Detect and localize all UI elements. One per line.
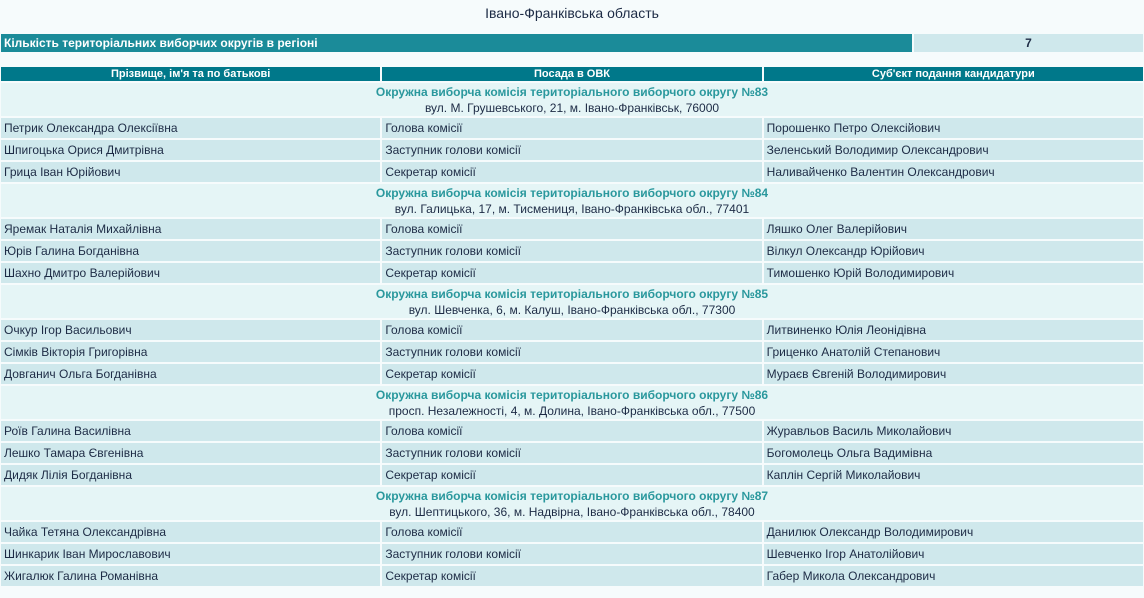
commission-title: Окружна виборча комісія територіального … [375,185,769,200]
commission-address: вул. Шевченка, 6, м. Калуш, Івано-Франкі… [408,302,736,317]
commission-title: Окружна виборча комісія територіального … [375,286,769,301]
commission-row: Окружна виборча комісія територіального … [1,285,1143,318]
table-row: Шинкарик Іван Мирославович Заступник голо… [1,544,1143,564]
table-row: Довганич Ольга Богданівна Секретар комісі… [1,364,1143,384]
member-position: Голова комісії [382,522,762,542]
member-position: Заступник голови комісії [382,443,762,463]
member-nominator: Каплін Сергій Миколайович [763,465,1143,485]
table-row: Грица Іван Юрійович Секретар комісії Налив… [1,162,1143,182]
commission-cell: Окружна виборча комісія територіального … [1,487,1143,520]
table-row: Сімків Вікторія Григорівна Заступник голо… [1,342,1143,362]
member-name: Сімків Вікторія Григорівна [1,342,381,362]
commission-address: вул. Галицька, 17, м. Тисмениця, Івано-Ф… [394,201,750,216]
commission-address: вул. М. Грушевського, 21, м. Івано-Франк… [424,100,720,115]
member-position: Заступник голови комісії [382,342,762,362]
member-nominator: Мураєв Євгеній Володимирович [763,364,1143,384]
member-name: Довганич Ольга Богданівна [1,364,381,384]
summary-row: Кількість територіальних виборчих округі… [1,34,1143,52]
table-row: Яремак Наталія Михайлівна Голова комісії Л… [1,219,1143,239]
commission-cell: Окружна виборча комісія територіального … [1,386,1143,419]
member-position: Голова комісії [382,320,762,340]
member-name: Яремак Наталія Михайлівна [1,219,381,239]
page-title: Івано-Франківська область [485,5,659,21]
member-nominator: Богомолець Ольга Вадимівна [763,443,1143,463]
member-nominator: Журавльов Василь Миколайович [763,421,1143,441]
member-name: Жигалюк Галина Романівна [1,566,381,586]
member-nominator: Порошенко Петро Олексійович [763,118,1143,138]
member-name: Дидяк Лілія Богданівна [1,465,381,485]
commission-cell: Окружна виборча комісія територіального … [1,83,1143,116]
member-nominator: Тимошенко Юрій Володимирович [763,263,1143,283]
member-position: Секретар комісії [382,566,762,586]
member-name: Чайка Тетяна Олександрівна [1,522,381,542]
commission-row: Окружна виборча комісія територіального … [1,83,1143,116]
commission-row: Окружна виборча комісія територіального … [1,386,1143,419]
summary-table: Кількість територіальних виборчих округі… [0,32,1144,54]
member-nominator: Наливайченко Валентин Олександрович [763,162,1143,182]
member-position: Заступник голови комісії [382,241,762,261]
member-position: Голова комісії [382,118,762,138]
table-row: Петрик Олександра Олексіївна Голова коміс… [1,118,1143,138]
summary-value: 7 [914,34,1143,52]
member-name: Лешко Тамара Євгенівна [1,443,381,463]
member-name: Очкур Ігор Васильович [1,320,381,340]
commission-cell: Окружна виборча комісія територіального … [1,285,1143,318]
commission-members-table: Прізвище, ім'я та по батькові Посада в О… [0,65,1144,588]
member-position: Секретар комісії [382,263,762,283]
member-name: Юрів Галина Богданівна [1,241,381,261]
table-row: Роїв Галина Василівна Голова комісії Журав… [1,421,1143,441]
commission-title: Окружна виборча комісія територіального … [375,488,769,503]
member-nominator: Литвиненко Юлія Леонідівна [763,320,1143,340]
commission-address: просп. Незалежності, 4, м. Долина, Івано… [388,403,756,418]
member-position: Секретар комісії [382,364,762,384]
commission-title: Окружна виборча комісія територіального … [375,84,769,99]
commission-address: вул. Шептицького, 36, м. Надвірна, Івано… [389,504,755,519]
column-header-nominator: Суб'єкт подання кандидатури [763,67,1143,81]
member-position: Заступник голови комісії [382,140,762,160]
member-nominator: Данилюк Олександр Володимирович [763,522,1143,542]
member-name: Шпигоцька Орися Дмитрівна [1,140,381,160]
commission-row: Окружна виборча комісія територіального … [1,184,1143,217]
member-name: Грица Іван Юрійович [1,162,381,182]
member-position: Заступник голови комісії [382,544,762,564]
member-nominator: Ляшко Олег Валерійович [763,219,1143,239]
commission-cell: Окружна виборча комісія територіального … [1,184,1143,217]
column-header-position: Посада в ОВК [382,67,762,81]
table-row: Шпигоцька Орися Дмитрівна Заступник голов… [1,140,1143,160]
member-position: Голова комісії [382,421,762,441]
member-nominator: Гриценко Анатолій Степанович [763,342,1143,362]
member-name: Петрик Олександра Олексіївна [1,118,381,138]
table-row: Юрів Галина Богданівна Заступник голови к… [1,241,1143,261]
member-name: Шинкарик Іван Мирославович [1,544,381,564]
table-header-row: Прізвище, ім'я та по батькові Посада в О… [1,67,1143,81]
table-row: Дидяк Лілія Богданівна Секретар комісії Ка… [1,465,1143,485]
table-row: Чайка Тетяна Олександрівна Голова комісії… [1,522,1143,542]
member-name: Шахно Дмитро Валерійович [1,263,381,283]
table-row: Жигалюк Галина Романівна Секретар комісії… [1,566,1143,586]
member-position: Секретар комісії [382,465,762,485]
member-position: Секретар комісії [382,162,762,182]
member-nominator: Вілкул Олександр Юрійович [763,241,1143,261]
member-name: Роїв Галина Василівна [1,421,381,441]
column-header-name: Прізвище, ім'я та по батькові [1,67,381,81]
member-nominator: Зеленський Володимир Олександрович [763,140,1143,160]
table-row: Шахно Дмитро Валерійович Секретар комісії… [1,263,1143,283]
table-row: Лешко Тамара Євгенівна Заступник голови к… [1,443,1143,463]
member-position: Голова комісії [382,219,762,239]
summary-label: Кількість територіальних виборчих округі… [1,34,912,52]
member-nominator: Шевченко Ігор Анатолійович [763,544,1143,564]
member-nominator: Габер Микола Олександрович [763,566,1143,586]
table-row: Очкур Ігор Васильович Голова комісії Литви… [1,320,1143,340]
commission-title: Окружна виборча комісія територіального … [375,387,769,402]
commission-row: Окружна виборча комісія територіального … [1,487,1143,520]
